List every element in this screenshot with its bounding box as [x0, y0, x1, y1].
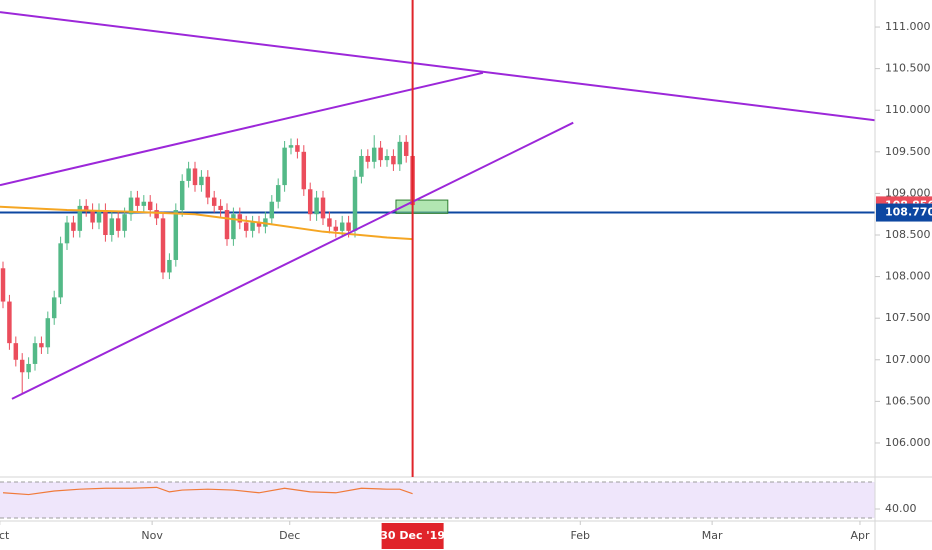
candle-body	[147, 201, 153, 211]
rsi-line	[2, 486, 413, 496]
candle-body	[58, 243, 63, 298]
y-tick-label: 108.000	[885, 270, 931, 283]
candle-body	[192, 168, 198, 186]
y-tick-label: 107.000	[885, 353, 931, 366]
candle-body	[128, 197, 134, 215]
rsi-pane	[0, 481, 875, 519]
y-tick-label: 109.000	[885, 186, 931, 199]
y-tick-label: 111.000	[885, 20, 931, 33]
candle-body	[90, 210, 95, 223]
candle-body	[71, 222, 76, 231]
candle-body	[173, 210, 179, 260]
y-tick-label: 110.000	[885, 103, 931, 116]
rsi-band	[0, 481, 875, 519]
candle-body	[160, 218, 166, 273]
candle-body	[109, 218, 115, 236]
trend-line	[11, 121, 574, 400]
trend-line	[0, 11, 875, 122]
candle-body	[288, 145, 294, 148]
candle-body	[218, 205, 223, 211]
x-tick-label: Feb	[571, 529, 590, 542]
candle-body	[122, 214, 127, 231]
candle-body	[135, 197, 140, 206]
candle-body	[199, 176, 204, 186]
candle-body	[77, 205, 83, 231]
candle-body	[314, 197, 319, 215]
y-tick-label: 106.000	[885, 436, 931, 449]
candle-body	[365, 155, 371, 162]
x-tick-label: Dec	[279, 529, 300, 542]
candle-body	[275, 185, 281, 202]
candle-body	[211, 197, 217, 206]
y-tick-label: 106.500	[885, 394, 931, 407]
candle-body	[295, 145, 300, 152]
candle-body	[307, 189, 313, 215]
y-tick-label: 108.500	[885, 228, 931, 241]
candle-body	[346, 222, 351, 231]
candle-body	[243, 222, 249, 231]
cursor-label-box	[381, 523, 444, 549]
candle-body	[26, 363, 31, 373]
candle-body	[250, 222, 255, 231]
y-tick-label: 109.500	[885, 145, 931, 158]
candle-body	[115, 218, 121, 231]
x-tick-label: Mar	[702, 529, 723, 542]
x-tick-label: Nov	[141, 529, 163, 542]
candle-body	[256, 222, 262, 227]
moving-average	[0, 205, 413, 241]
candle-body	[231, 214, 236, 240]
candle-body	[391, 155, 396, 165]
y-tick-label: 110.500	[885, 62, 931, 75]
candle-body	[224, 210, 230, 240]
candle-body	[32, 343, 38, 364]
candle-body	[64, 222, 70, 244]
candle-body	[205, 176, 211, 198]
candle-body	[359, 155, 364, 177]
candle-body	[167, 259, 172, 273]
candle-body	[327, 218, 332, 227]
support-price-label: 108.770	[885, 206, 932, 219]
y-tick-label: 107.500	[885, 311, 931, 324]
candle-body	[282, 147, 287, 186]
candle-body	[186, 168, 191, 181]
candle-body	[269, 201, 275, 219]
trend-line	[0, 71, 484, 187]
candle-body	[179, 180, 185, 211]
candle-body	[371, 147, 377, 162]
candle-body	[339, 222, 345, 231]
candle-body	[103, 210, 108, 236]
candle-body	[352, 176, 358, 231]
candle-body	[384, 155, 390, 161]
cursor-label: 30 Dec '19	[380, 529, 445, 542]
candle-body	[154, 210, 159, 219]
candle-body	[83, 205, 89, 211]
candle-body	[141, 201, 147, 206]
candle-body	[301, 151, 307, 190]
price-pane	[0, 11, 875, 400]
candle-body	[13, 343, 19, 360]
candle-body	[0, 268, 6, 302]
x-tick-label: Apr	[850, 529, 870, 542]
rsi-tick-label: 40.00	[885, 502, 917, 515]
x-tick-label: Oct	[0, 529, 10, 542]
candle-body	[403, 141, 409, 156]
candle-body	[7, 301, 12, 344]
candle-body	[39, 343, 44, 348]
candle-body	[51, 297, 57, 319]
support-price-box	[876, 203, 932, 222]
candle-body	[397, 141, 403, 165]
candle-body	[45, 318, 51, 348]
candle-body	[237, 214, 243, 223]
candle-body	[19, 359, 25, 373]
candle-body	[333, 226, 339, 231]
candle-body	[378, 147, 383, 161]
candle-body	[320, 197, 326, 219]
candle-body	[96, 210, 102, 223]
